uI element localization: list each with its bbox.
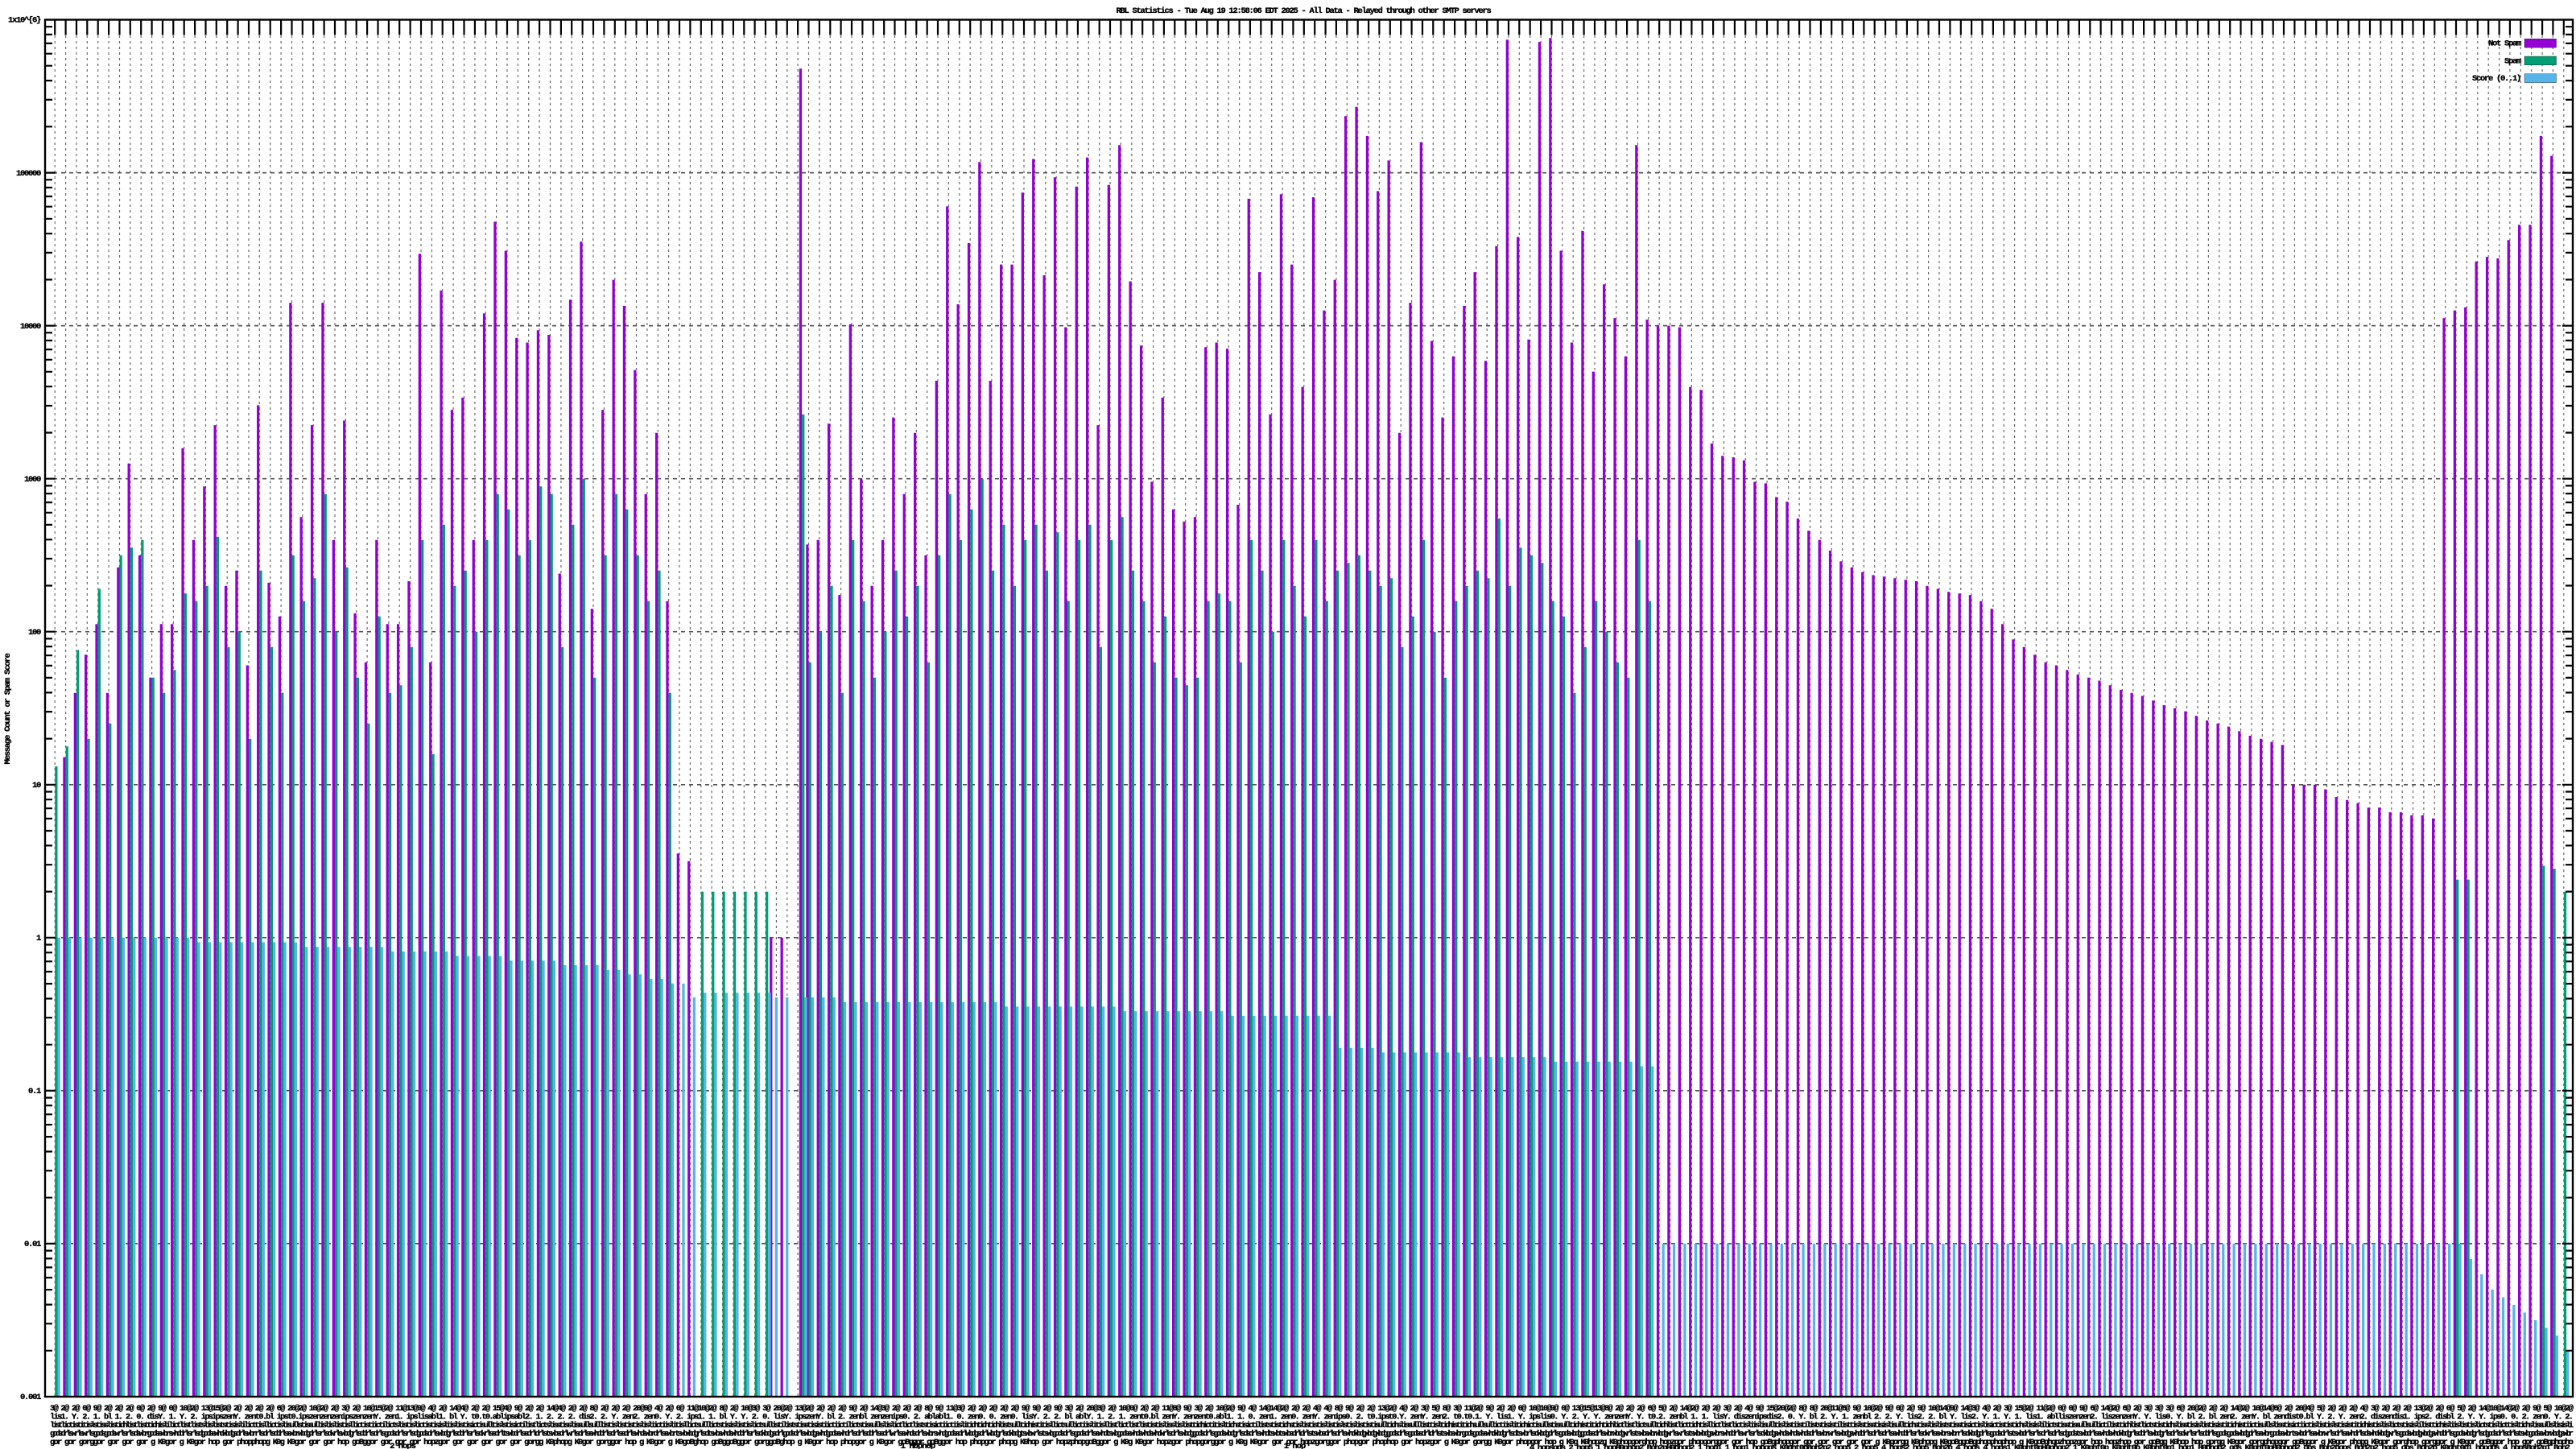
svg-text:100000: 100000 [16, 169, 41, 179]
svg-text:listlictistitislstisslistidhli: listlictistitislstisslistidhlistlisttidh… [50, 1421, 2574, 1430]
svg-text:0.001: 0.001 [20, 1393, 41, 1402]
svg-text:0.1: 0.1 [28, 1087, 41, 1096]
svg-text:1x10^{6}: 1x10^{6} [8, 16, 41, 26]
svg-text:10000: 10000 [20, 322, 41, 332]
svg-text:Not Spam: Not Spam [2488, 39, 2521, 49]
svg-text:1000: 1000 [24, 475, 41, 485]
svg-text:RBL Statistics - Tue Aug 19 12: RBL Statistics - Tue Aug 19 12:58:06 EDT… [1117, 6, 1492, 16]
svg-text:4 hopsops 2 hop5 1 hopH0phop2: 4 hopsops 2 hop5 1 hopH0phop2 Boh2pH0pho… [1530, 1443, 2570, 1449]
svg-text:1 hbphop: 1 hbphop [901, 1442, 935, 1449]
svg-text:gor gor gorggor gor gor gor g: gor gor gorggor gor gor gor g K0gor g K0… [50, 1438, 2574, 1447]
svg-text:lis1. Y. 2. 1. bl 1. 2. 0. dis: lis1. Y. 2. 1. bl 1. 2. 0. disY. 1. Y. 2… [50, 1413, 2573, 1422]
svg-text:godsdrlswrlswrlsgodsgodswrlsrl: godsdrlswrlswrlsgodsgodswrlsrlsdswbrgods… [50, 1430, 2574, 1439]
svg-text:Score (0..1): Score (0..1) [2472, 74, 2520, 84]
svg-text:3@ 2@ 2@ 0@ 9@ 2@ 2@ 2@ 0@ 2@: 3@ 2@ 2@ 0@ 9@ 2@ 2@ 2@ 0@ 2@ 9@ 0@ 10@2… [50, 1404, 2574, 1414]
svg-text:1: 1 [36, 934, 41, 943]
svg-text:100: 100 [28, 628, 41, 638]
svg-text:Spam: Spam [2504, 56, 2521, 66]
svg-text:10: 10 [32, 781, 41, 791]
svg-text:Message Count or Spam Score: Message Count or Spam Score [3, 654, 13, 765]
svg-text:2 hops: 2 hops [390, 1442, 416, 1449]
svg-text:1 hop: 1 hop [1284, 1442, 1306, 1449]
svg-text:0.01: 0.01 [24, 1240, 41, 1249]
